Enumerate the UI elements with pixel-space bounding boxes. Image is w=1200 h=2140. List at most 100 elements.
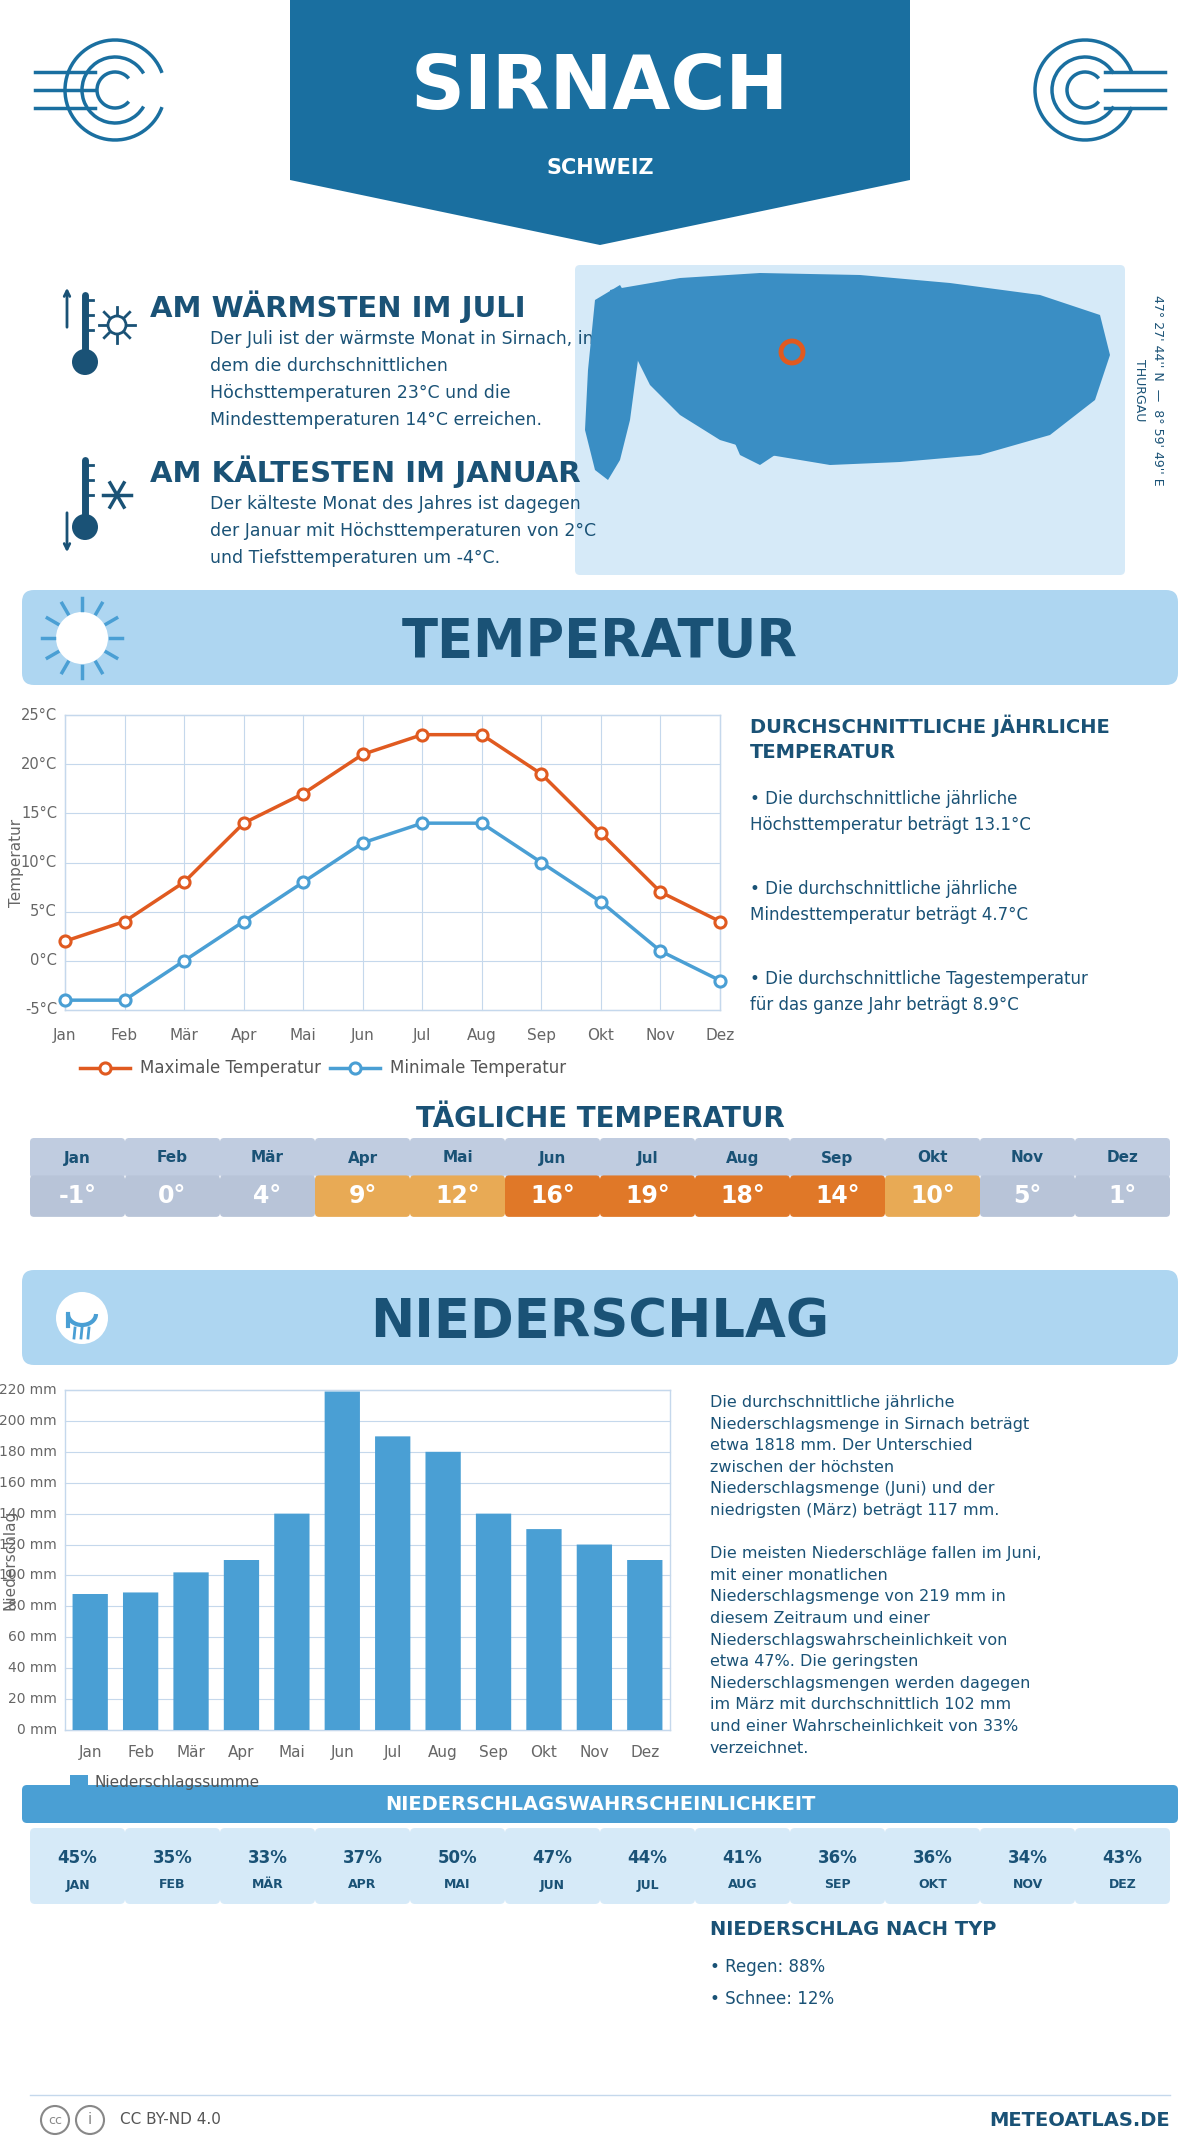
Text: 200 mm: 200 mm bbox=[0, 1415, 58, 1427]
Text: Mär: Mär bbox=[176, 1744, 205, 1759]
Text: JUN: JUN bbox=[540, 1879, 565, 1892]
Text: 45%: 45% bbox=[58, 1849, 97, 1866]
Text: 60 mm: 60 mm bbox=[8, 1631, 58, 1644]
Text: 0°: 0° bbox=[158, 1183, 187, 1209]
FancyBboxPatch shape bbox=[125, 1175, 220, 1218]
Text: AUG: AUG bbox=[727, 1879, 757, 1892]
Text: TEMPERATUR: TEMPERATUR bbox=[402, 616, 798, 668]
Text: 47%: 47% bbox=[533, 1849, 572, 1866]
Text: Aug: Aug bbox=[428, 1744, 458, 1759]
Text: Jun: Jun bbox=[539, 1151, 566, 1166]
FancyBboxPatch shape bbox=[30, 1138, 125, 1177]
FancyBboxPatch shape bbox=[980, 1828, 1075, 1905]
Text: 43%: 43% bbox=[1103, 1849, 1142, 1866]
Text: Apr: Apr bbox=[348, 1151, 378, 1166]
Text: Mär: Mär bbox=[251, 1151, 284, 1166]
Text: Nov: Nov bbox=[646, 1027, 676, 1042]
Text: Niederschlagssumme: Niederschlagssumme bbox=[95, 1774, 260, 1789]
Text: METEOATLAS.DE: METEOATLAS.DE bbox=[989, 2110, 1170, 2129]
Text: Niederschlag: Niederschlag bbox=[2, 1511, 18, 1609]
Text: MÄR: MÄR bbox=[252, 1879, 283, 1892]
Text: 4°: 4° bbox=[253, 1183, 282, 1209]
Text: SEP: SEP bbox=[824, 1879, 851, 1892]
Text: 14°: 14° bbox=[815, 1183, 860, 1209]
FancyBboxPatch shape bbox=[505, 1138, 600, 1177]
Text: MAI: MAI bbox=[444, 1879, 470, 1892]
Circle shape bbox=[72, 514, 98, 539]
FancyBboxPatch shape bbox=[695, 1175, 790, 1218]
Text: 5°C: 5°C bbox=[30, 905, 58, 920]
Text: AM KÄLTESTEN IM JANUAR: AM KÄLTESTEN IM JANUAR bbox=[150, 456, 581, 488]
Text: 20°C: 20°C bbox=[20, 758, 58, 773]
FancyBboxPatch shape bbox=[220, 1175, 314, 1218]
FancyBboxPatch shape bbox=[125, 1138, 220, 1177]
Text: • Regen: 88%: • Regen: 88% bbox=[710, 1958, 826, 1975]
Text: 160 mm: 160 mm bbox=[0, 1477, 58, 1489]
Text: Okt: Okt bbox=[588, 1027, 614, 1042]
Text: Die durchschnittliche jährliche
Niederschlagsmenge in Sirnach beträgt
etwa 1818 : Die durchschnittliche jährliche Niedersc… bbox=[710, 1395, 1042, 1755]
Text: i: i bbox=[88, 2112, 92, 2127]
Text: Apr: Apr bbox=[230, 1027, 257, 1042]
Text: Jan: Jan bbox=[64, 1151, 91, 1166]
Text: 37%: 37% bbox=[342, 1849, 383, 1866]
Text: -5°C: -5°C bbox=[25, 1002, 58, 1016]
Text: NOV: NOV bbox=[1013, 1879, 1043, 1892]
FancyBboxPatch shape bbox=[790, 1175, 886, 1218]
FancyBboxPatch shape bbox=[695, 1138, 790, 1177]
Text: 34%: 34% bbox=[1008, 1849, 1048, 1866]
Polygon shape bbox=[586, 285, 638, 479]
Polygon shape bbox=[722, 366, 785, 464]
FancyBboxPatch shape bbox=[314, 1175, 410, 1218]
Text: Nov: Nov bbox=[580, 1744, 610, 1759]
FancyBboxPatch shape bbox=[125, 1828, 220, 1905]
FancyBboxPatch shape bbox=[600, 1138, 695, 1177]
Text: 36%: 36% bbox=[913, 1849, 953, 1866]
FancyBboxPatch shape bbox=[790, 1138, 886, 1177]
Text: Jul: Jul bbox=[413, 1027, 432, 1042]
Text: Temperatur: Temperatur bbox=[10, 817, 24, 907]
FancyBboxPatch shape bbox=[410, 1175, 505, 1218]
Text: Der Juli ist der wärmste Monat in Sirnach, in
dem die durchschnittlichen
Höchstt: Der Juli ist der wärmste Monat in Sirnac… bbox=[210, 330, 594, 430]
Text: 50%: 50% bbox=[438, 1849, 478, 1866]
Text: Maximale Temperatur: Maximale Temperatur bbox=[140, 1059, 322, 1076]
Text: 120 mm: 120 mm bbox=[0, 1537, 58, 1552]
Text: 1°: 1° bbox=[1109, 1183, 1136, 1209]
Text: • Die durchschnittliche Tagestemperatur
für das ganze Jahr beträgt 8.9°C: • Die durchschnittliche Tagestemperatur … bbox=[750, 969, 1088, 1014]
Text: APR: APR bbox=[348, 1879, 377, 1892]
Polygon shape bbox=[610, 274, 1110, 464]
Text: cc: cc bbox=[48, 2114, 62, 2127]
FancyBboxPatch shape bbox=[886, 1138, 980, 1177]
Text: Der kälteste Monat des Jahres ist dagegen
der Januar mit Höchsttemperaturen von : Der kälteste Monat des Jahres ist dagege… bbox=[210, 494, 596, 567]
Text: 25°C: 25°C bbox=[20, 708, 58, 723]
Text: 10°: 10° bbox=[910, 1183, 955, 1209]
FancyBboxPatch shape bbox=[695, 1828, 790, 1905]
FancyBboxPatch shape bbox=[22, 591, 1178, 685]
Text: DURCHSCHNITTLICHE JÄHRLICHE
TEMPERATUR: DURCHSCHNITTLICHE JÄHRLICHE TEMPERATUR bbox=[750, 715, 1110, 762]
Text: Apr: Apr bbox=[228, 1744, 254, 1759]
Text: Okt: Okt bbox=[917, 1151, 948, 1166]
Text: Minimale Temperatur: Minimale Temperatur bbox=[390, 1059, 566, 1076]
Text: • Schnee: 12%: • Schnee: 12% bbox=[710, 1990, 834, 2007]
Text: JAN: JAN bbox=[65, 1879, 90, 1892]
FancyBboxPatch shape bbox=[72, 1594, 108, 1729]
FancyBboxPatch shape bbox=[505, 1175, 600, 1218]
Bar bbox=[70, 1774, 88, 1789]
Text: 19°: 19° bbox=[625, 1183, 670, 1209]
Text: Jul: Jul bbox=[384, 1744, 402, 1759]
FancyBboxPatch shape bbox=[1075, 1138, 1170, 1177]
Text: 41%: 41% bbox=[722, 1849, 762, 1866]
Text: 0 mm: 0 mm bbox=[17, 1723, 58, 1738]
FancyBboxPatch shape bbox=[980, 1138, 1075, 1177]
Circle shape bbox=[56, 1293, 108, 1344]
FancyBboxPatch shape bbox=[220, 1828, 314, 1905]
Text: 5°: 5° bbox=[1013, 1183, 1042, 1209]
FancyBboxPatch shape bbox=[505, 1828, 600, 1905]
Text: NIEDERSCHLAGSWAHRSCHEINLICHKEIT: NIEDERSCHLAGSWAHRSCHEINLICHKEIT bbox=[385, 1795, 815, 1813]
FancyBboxPatch shape bbox=[628, 1560, 662, 1729]
Text: Dez: Dez bbox=[630, 1744, 660, 1759]
FancyBboxPatch shape bbox=[224, 1560, 259, 1729]
Text: Sep: Sep bbox=[821, 1151, 853, 1166]
FancyBboxPatch shape bbox=[220, 1138, 314, 1177]
Text: • Die durchschnittliche jährliche
Mindesttemperatur beträgt 4.7°C: • Die durchschnittliche jährliche Mindes… bbox=[750, 880, 1028, 924]
Text: Aug: Aug bbox=[467, 1027, 497, 1042]
